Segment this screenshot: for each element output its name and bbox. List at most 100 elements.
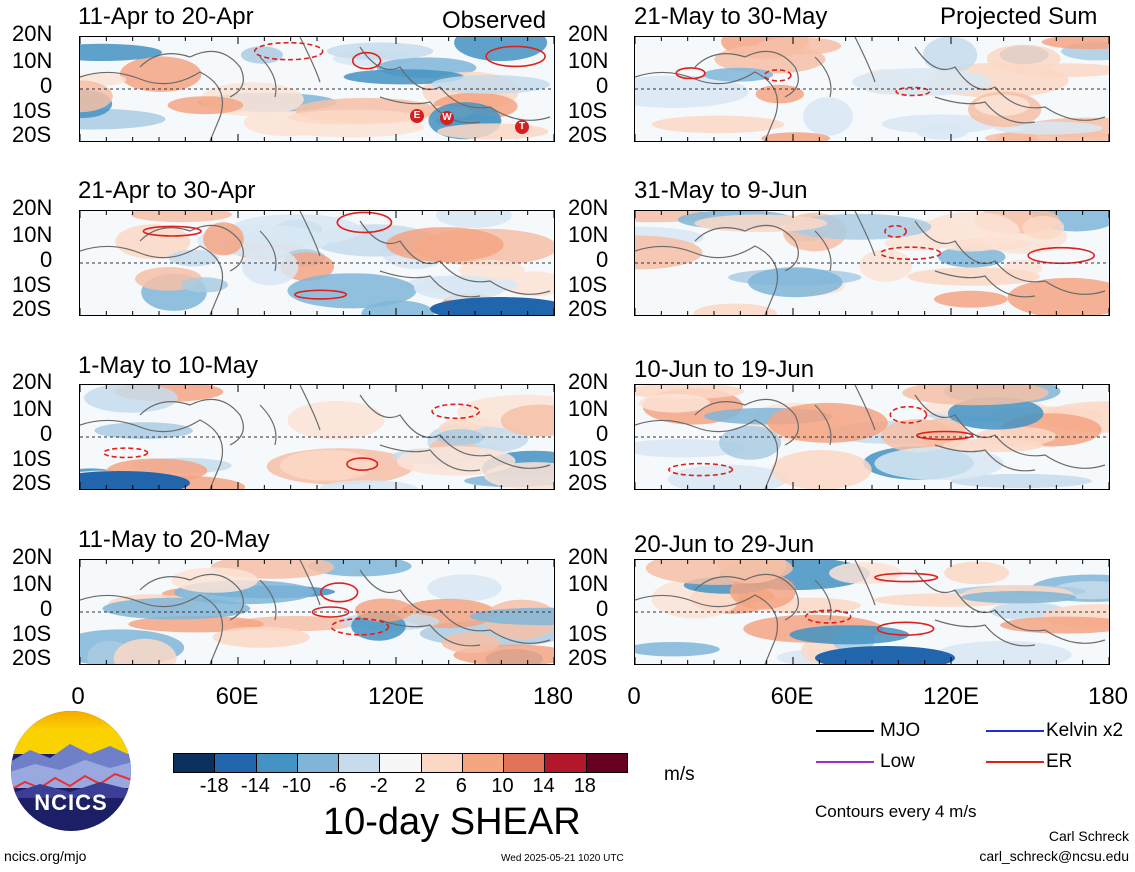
ncics-logo: NCICS bbox=[10, 710, 132, 832]
legend-line-kelvin bbox=[986, 730, 1044, 732]
panel-title-right-2: 31-May to 9-Jun bbox=[634, 177, 808, 204]
shear-field bbox=[80, 385, 554, 489]
lon-label-0-left: 0 bbox=[71, 683, 85, 710]
lat-label: 0 bbox=[596, 247, 609, 272]
legend-label-kelvin: Kelvin x2 bbox=[1046, 720, 1124, 741]
lat-label: 10N bbox=[568, 396, 609, 421]
observed-label: Observed bbox=[442, 7, 547, 34]
shear-map-panel bbox=[634, 384, 1110, 490]
shear-map-panel bbox=[634, 559, 1110, 665]
shear-map-panel bbox=[634, 36, 1110, 142]
lat-label: 10S bbox=[12, 272, 52, 297]
lat-label: 20N bbox=[12, 369, 53, 394]
lat-label: 20S bbox=[568, 645, 608, 670]
legend-label-low: Low bbox=[880, 751, 915, 772]
lat-label: 10S bbox=[568, 446, 608, 471]
lat-label: 10S bbox=[568, 98, 608, 123]
legend-label-mjo: MJO bbox=[880, 720, 921, 741]
shear-map-panel bbox=[79, 210, 555, 316]
legend-line-low bbox=[816, 761, 874, 763]
colorbar-tick-label: 14 bbox=[532, 775, 555, 797]
lat-label: 20N bbox=[568, 195, 609, 220]
projected-sum-label: Projected Sum bbox=[940, 3, 1098, 30]
lat-label: 20S bbox=[568, 470, 608, 495]
colorbar-swatch bbox=[215, 754, 257, 772]
storm-marker-e: E bbox=[410, 109, 424, 123]
legend-line-er bbox=[986, 761, 1044, 763]
footer-timestamp: Wed 2025-05-21 1020 UTC bbox=[501, 853, 624, 864]
panel-title-right-4: 20-Jun to 29-Jun bbox=[634, 531, 815, 558]
lat-label: 20N bbox=[12, 544, 53, 569]
lat-label: 20S bbox=[568, 122, 608, 147]
colorbar-swatch bbox=[339, 754, 381, 772]
lat-label: 0 bbox=[596, 596, 609, 621]
shear-field bbox=[635, 560, 1109, 664]
footer-author: Carl Schreck bbox=[1048, 828, 1129, 844]
lat-label: 20N bbox=[568, 21, 609, 46]
lat-label: 20N bbox=[568, 544, 609, 569]
storm-marker-t: T bbox=[515, 120, 529, 134]
shear-field bbox=[635, 211, 1109, 315]
colorbar-tick-label: -2 bbox=[370, 775, 388, 797]
colorbar-units: m/s bbox=[664, 764, 695, 785]
colorbar-swatch bbox=[297, 754, 340, 772]
lon-label-180-right: 180 bbox=[1087, 683, 1129, 710]
lat-label: 0 bbox=[40, 596, 53, 621]
lon-label-60e-left: 60E bbox=[215, 683, 259, 710]
lat-label: 0 bbox=[596, 421, 609, 446]
panel-title-left-2: 21-Apr to 30-Apr bbox=[78, 177, 256, 204]
lon-label-180-left: 180 bbox=[532, 683, 574, 710]
shear-map-panel bbox=[79, 36, 555, 142]
lat-label: 10N bbox=[568, 571, 609, 596]
lat-label: 20S bbox=[12, 645, 52, 670]
legend-label-er: ER bbox=[1046, 751, 1073, 772]
panel-title-left-1: 11-Apr to 20-Apr bbox=[78, 3, 254, 30]
colorbar-tick-label: -18 bbox=[199, 775, 229, 797]
lat-label: 20N bbox=[12, 21, 53, 46]
lat-label: 10N bbox=[568, 48, 609, 73]
lat-label: 0 bbox=[40, 73, 53, 98]
lat-label: 10N bbox=[12, 396, 53, 421]
ncics-logo-graphic bbox=[11, 711, 131, 831]
colorbar-swatch bbox=[174, 754, 216, 772]
colorbar-tick-label: 6 bbox=[455, 775, 467, 797]
colorbar-swatch bbox=[545, 754, 587, 772]
lat-label: 20S bbox=[12, 122, 52, 147]
lat-label: 10N bbox=[12, 48, 53, 73]
legend-line-mjo bbox=[816, 730, 874, 732]
lat-label: 10S bbox=[12, 446, 52, 471]
shear-field bbox=[635, 385, 1109, 489]
colorbar-tick-label: -10 bbox=[282, 775, 311, 797]
colorbar-title: 10-day SHEAR bbox=[323, 801, 581, 843]
lat-label: 10S bbox=[12, 621, 52, 646]
storm-marker-w: W bbox=[440, 111, 454, 125]
lon-label-120e-right: 120E bbox=[922, 683, 980, 710]
lat-label: 10S bbox=[568, 272, 608, 297]
panel-title-right-3: 10-Jun to 19-Jun bbox=[634, 356, 815, 383]
shear-map-panel bbox=[634, 210, 1110, 316]
shear-map-panel bbox=[79, 559, 555, 665]
lat-label: 10N bbox=[568, 222, 609, 247]
lat-label: 20S bbox=[568, 296, 608, 321]
footer-email[interactable]: carl_schreck@ncsu.edu bbox=[979, 848, 1129, 864]
lat-label: 10S bbox=[568, 621, 608, 646]
shear-map-panel bbox=[79, 384, 555, 490]
lon-label-60e-right: 60E bbox=[770, 683, 814, 710]
colorbar-swatch bbox=[586, 754, 627, 772]
logo-text: NCICS bbox=[34, 790, 108, 815]
colorbar-tick-label: 10 bbox=[491, 775, 514, 797]
colorbar-swatch bbox=[504, 754, 546, 772]
lon-label-120e-left: 120E bbox=[367, 683, 425, 710]
colorbar bbox=[173, 753, 628, 773]
lat-label: 20N bbox=[12, 195, 53, 220]
lat-label: 10N bbox=[12, 222, 53, 247]
lat-label: 20N bbox=[568, 369, 609, 394]
footer-url[interactable]: ncics.org/mjo bbox=[4, 848, 87, 864]
colorbar-swatch bbox=[380, 754, 422, 772]
shear-field bbox=[80, 37, 554, 141]
colorbar-tick-label: -6 bbox=[328, 775, 347, 797]
colorbar-tick-label: -14 bbox=[240, 775, 270, 797]
lat-label: 0 bbox=[40, 247, 53, 272]
lat-label: 10N bbox=[12, 571, 53, 596]
contour-note: Contours every 4 m/s bbox=[815, 802, 977, 821]
